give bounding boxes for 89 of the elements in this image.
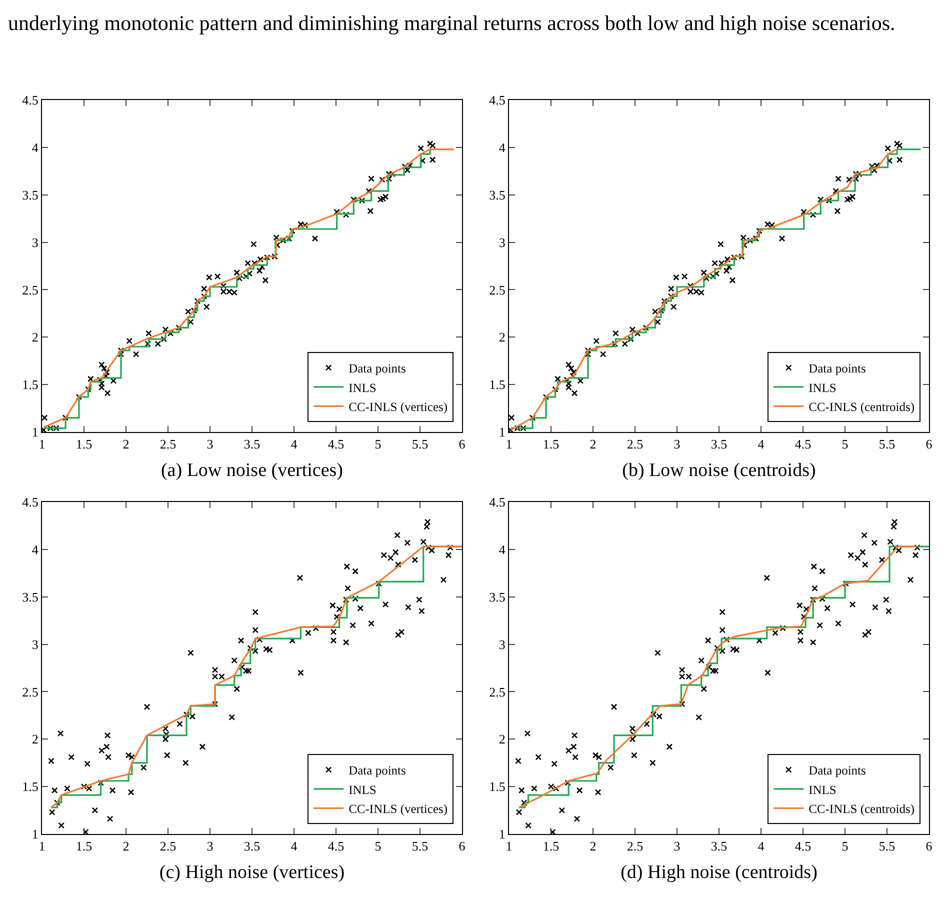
- y-tick-label: 3: [498, 234, 506, 250]
- legend-label: Data points: [348, 362, 406, 376]
- y-tick-label: 4.5: [489, 494, 506, 510]
- y-tick-label: 3.5: [489, 589, 506, 604]
- x-tick-label: 5: [374, 838, 382, 854]
- legend-label: INLS: [348, 380, 376, 395]
- x-tick-label: 5.5: [878, 838, 896, 854]
- y-tick-label: 1: [32, 424, 38, 440]
- legend-label: INLS: [808, 782, 836, 797]
- x-tick-label: 2.5: [626, 436, 644, 452]
- x-tick-label: 3: [206, 436, 214, 452]
- y-tick-label: 1: [32, 826, 38, 842]
- y-tick-label: 4.5: [22, 494, 38, 510]
- x-tick-label: 3.5: [244, 436, 260, 452]
- x-tick-label: 2: [590, 838, 596, 854]
- x-tick-label: 5: [842, 436, 848, 452]
- x-tick-label: 5.5: [878, 436, 896, 452]
- y-tick-label: 1: [498, 826, 506, 842]
- x-tick-label: 4: [758, 838, 765, 854]
- x-tick-label: 2.5: [160, 436, 176, 452]
- x-tick-label: 4: [290, 436, 298, 452]
- x-tick-label: 4: [290, 838, 298, 854]
- legend-label: INLS: [808, 380, 836, 395]
- legend-label: Data points: [808, 362, 866, 376]
- x-tick-label: 6: [458, 838, 466, 854]
- x-tick-label: 1.5: [542, 436, 560, 452]
- y-tick-label: 4.5: [489, 92, 506, 108]
- text: underlying monotonic pattern and diminishing marginal returns across both low and high noise scenarios.: [8, 10, 896, 37]
- y-tick-label: 3.5: [22, 589, 38, 604]
- x-tick-label: 5.5: [412, 838, 428, 854]
- y-tick-label: 3.5: [489, 187, 506, 202]
- y-tick-label: 4: [32, 140, 39, 155]
- x-tick-label: 3.5: [244, 838, 260, 854]
- x-tick-label: 3: [674, 838, 680, 854]
- x-tick-label: 2: [122, 436, 130, 452]
- y-tick-label: 2.5: [22, 684, 38, 700]
- y-tick-label: 3.5: [22, 187, 38, 202]
- text: (a) Low noise (vertices): [160, 460, 344, 482]
- x-tick-label: 2.5: [626, 838, 644, 854]
- y-tick-label: 2: [32, 732, 38, 747]
- y-tick-label: 2: [32, 330, 38, 345]
- y-tick-label: 3: [32, 234, 38, 250]
- x-tick-label: 1.5: [76, 436, 92, 452]
- x-tick-label: 3.5: [710, 436, 728, 452]
- y-tick-label: 4: [32, 542, 39, 557]
- y-tick-label: 1.5: [22, 779, 38, 794]
- x-tick-label: 6: [926, 436, 933, 452]
- x-tick-label: 1.5: [76, 838, 92, 854]
- y-tick-label: 2.5: [22, 282, 38, 298]
- x-tick-label: 3: [674, 436, 680, 452]
- y-tick-label: 2.5: [489, 282, 506, 298]
- legend-label: CC-INLS (centroids): [808, 400, 914, 414]
- legend-label: CC-INLS (centroids): [808, 802, 914, 816]
- x-tick-label: 5: [842, 838, 848, 854]
- y-tick-label: 2: [498, 732, 506, 747]
- x-tick-label: 3.5: [710, 838, 728, 854]
- x-tick-label: 3: [206, 838, 214, 854]
- y-tick-label: 4: [498, 140, 506, 155]
- x-tick-label: 6: [458, 436, 466, 452]
- text: (b) Low noise (centroids): [621, 460, 817, 482]
- y-tick-label: 1.5: [489, 779, 506, 794]
- x-tick-label: 1.5: [542, 838, 560, 854]
- x-tick-label: 4.5: [328, 838, 344, 854]
- y-tick-label: 1.5: [489, 377, 506, 392]
- legend-label: INLS: [348, 782, 376, 797]
- x-tick-label: 2: [590, 436, 596, 452]
- y-tick-label: 2.5: [489, 684, 506, 700]
- text: (c) High noise (vertices): [158, 862, 346, 884]
- y-tick-label: 2: [498, 330, 506, 345]
- y-tick-label: 1: [498, 424, 506, 440]
- x-tick-label: 4.5: [328, 436, 344, 452]
- y-tick-label: 3: [498, 636, 506, 652]
- y-tick-label: 4.5: [22, 92, 38, 108]
- y-tick-label: 1.5: [22, 377, 38, 392]
- x-tick-label: 4.5: [794, 436, 812, 452]
- x-tick-label: 6: [926, 838, 933, 854]
- y-tick-label: 4: [498, 542, 506, 557]
- x-tick-label: 4: [758, 436, 765, 452]
- x-tick-label: 5: [374, 436, 382, 452]
- text: (d) High noise (centroids): [620, 862, 818, 884]
- y-tick-label: 3: [32, 636, 38, 652]
- legend-label: CC-INLS (vertices): [348, 400, 448, 414]
- x-tick-label: 2.5: [160, 838, 176, 854]
- legend-label: CC-INLS (vertices): [348, 802, 448, 816]
- x-tick-label: 4.5: [794, 838, 812, 854]
- x-tick-label: 5.5: [412, 436, 428, 452]
- legend-label: Data points: [348, 764, 406, 778]
- x-tick-label: 2: [122, 838, 130, 854]
- legend-label: Data points: [808, 764, 866, 778]
